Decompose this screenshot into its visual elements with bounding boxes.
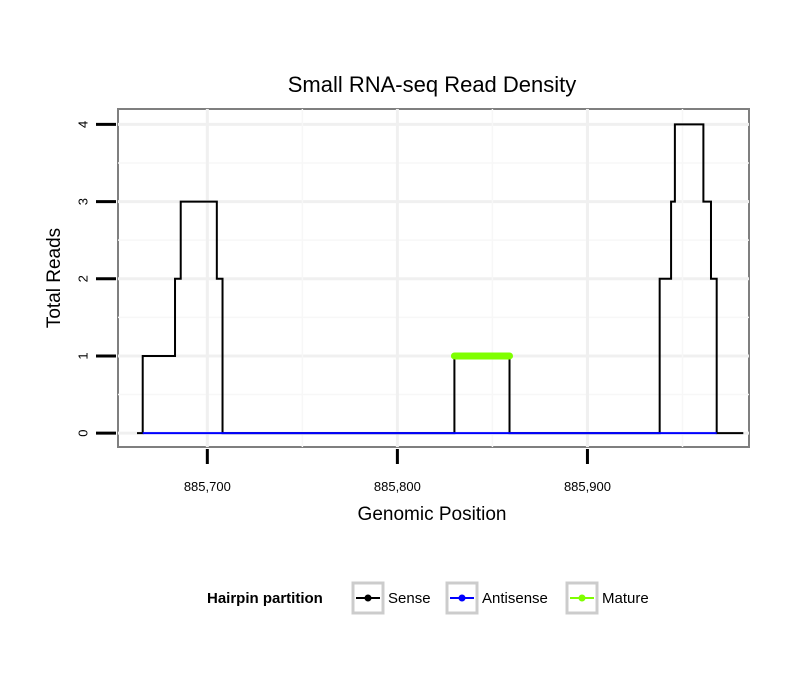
- y-tick-label: 4: [75, 121, 90, 128]
- legend-title: Hairpin partition: [207, 590, 323, 607]
- x-tick-label: 885,800: [374, 479, 421, 494]
- y-tick-label: 2: [75, 275, 90, 282]
- legend-item-antisense: Antisense: [445, 581, 548, 615]
- y-axis-label: Total Reads: [44, 228, 65, 328]
- chart-title: Small RNA-seq Read Density: [288, 72, 577, 97]
- y-tick-label: 0: [75, 429, 90, 436]
- legend-key-point: [458, 594, 466, 602]
- y-tick-label: 1: [75, 352, 90, 359]
- legend-item-sense: Sense: [351, 581, 431, 615]
- x-tick-label: 885,900: [564, 479, 611, 494]
- legend-label: Mature: [602, 590, 649, 607]
- axes: 885,700 885,800 885,900 0 1 2 3 4: [75, 121, 611, 494]
- legend-label: Sense: [388, 590, 431, 607]
- legend: Hairpin partition Sense Antisense Mature: [207, 581, 649, 615]
- legend-item-mature: Mature: [565, 581, 649, 615]
- x-axis-label: Genomic Position: [358, 504, 507, 525]
- legend-key-point: [578, 594, 586, 602]
- y-tick-label: 3: [75, 198, 90, 205]
- legend-key-point: [364, 594, 372, 602]
- data-series: [137, 123, 744, 435]
- x-tick-label: 885,700: [184, 479, 231, 494]
- legend-label: Antisense: [482, 590, 548, 607]
